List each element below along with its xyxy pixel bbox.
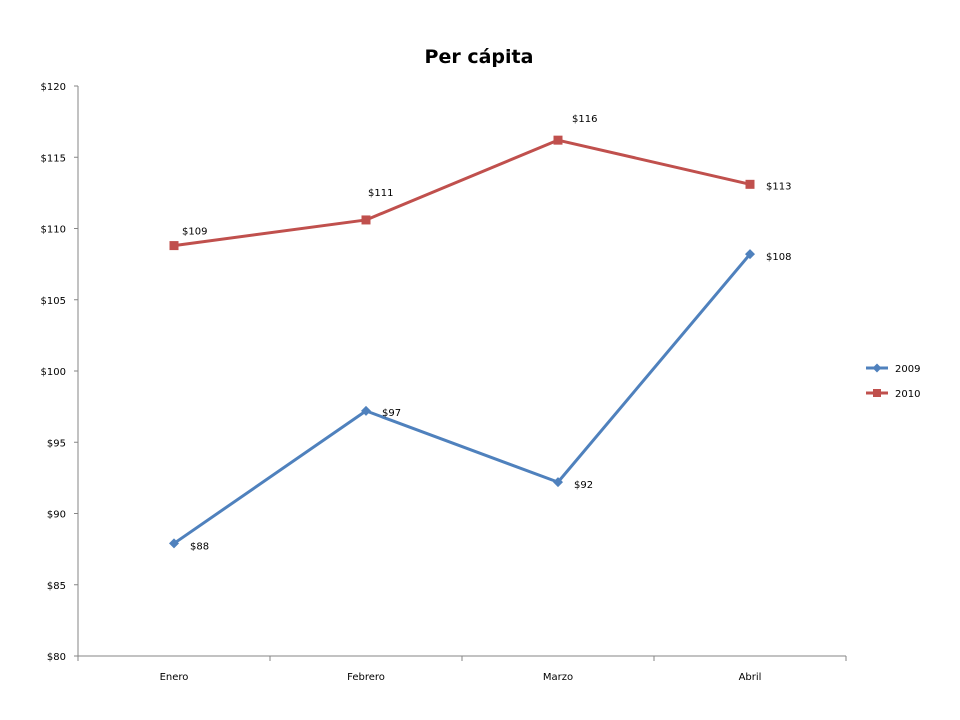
legend-label-2009: 2009 xyxy=(895,364,920,375)
series-line-2010 xyxy=(173,138,751,248)
data-point-2010 xyxy=(361,215,371,225)
series-layer: $88 $97 $92 $108 $109 $111 $116 $113 xyxy=(169,114,791,552)
legend: 2009 2010 xyxy=(866,363,920,400)
data-label-2010: $116 xyxy=(572,114,597,125)
data-point-2009 xyxy=(745,249,755,260)
legend-label-2010: 2010 xyxy=(895,389,920,400)
series-line-2009 xyxy=(173,253,752,545)
legend-marker-2009 xyxy=(872,363,882,373)
data-label-2009: $108 xyxy=(766,252,791,263)
data-label-2009: $92 xyxy=(574,480,593,491)
legend-marker-2010 xyxy=(873,389,881,397)
data-point-2009 xyxy=(553,477,563,488)
data-point-2010 xyxy=(169,241,179,251)
data-point-2010 xyxy=(553,135,563,145)
y-tick-label: $90 xyxy=(47,510,66,521)
y-tick-label: $100 xyxy=(41,367,66,378)
data-point-2009 xyxy=(169,538,179,549)
data-label-2010: $109 xyxy=(182,227,207,238)
y-tick-label: $95 xyxy=(47,438,66,449)
data-label-2010: $113 xyxy=(766,181,791,192)
x-tick-label: Abril xyxy=(739,672,762,683)
x-tick-label: Enero xyxy=(160,672,189,683)
data-label-2009: $97 xyxy=(382,408,401,419)
y-tick-label: $110 xyxy=(41,225,66,236)
chart-title: Per cápita xyxy=(425,46,534,68)
x-tick-label: Febrero xyxy=(347,672,385,683)
y-tick-label: $105 xyxy=(41,296,66,307)
y-tick-label: $115 xyxy=(41,153,66,164)
y-tick-label: $85 xyxy=(47,581,66,592)
data-label-2010: $111 xyxy=(368,188,393,199)
y-tick-label: $80 xyxy=(47,652,66,663)
data-point-2010 xyxy=(745,179,755,189)
data-label-2009: $88 xyxy=(190,541,209,552)
data-point-2009 xyxy=(361,405,371,416)
axes: $80 $85 $90 $95 $100 $105 $110 $115 $120 Enero Feb… xyxy=(41,82,847,683)
y-tick-label: $120 xyxy=(41,82,66,93)
x-tick-label: Marzo xyxy=(543,672,573,683)
